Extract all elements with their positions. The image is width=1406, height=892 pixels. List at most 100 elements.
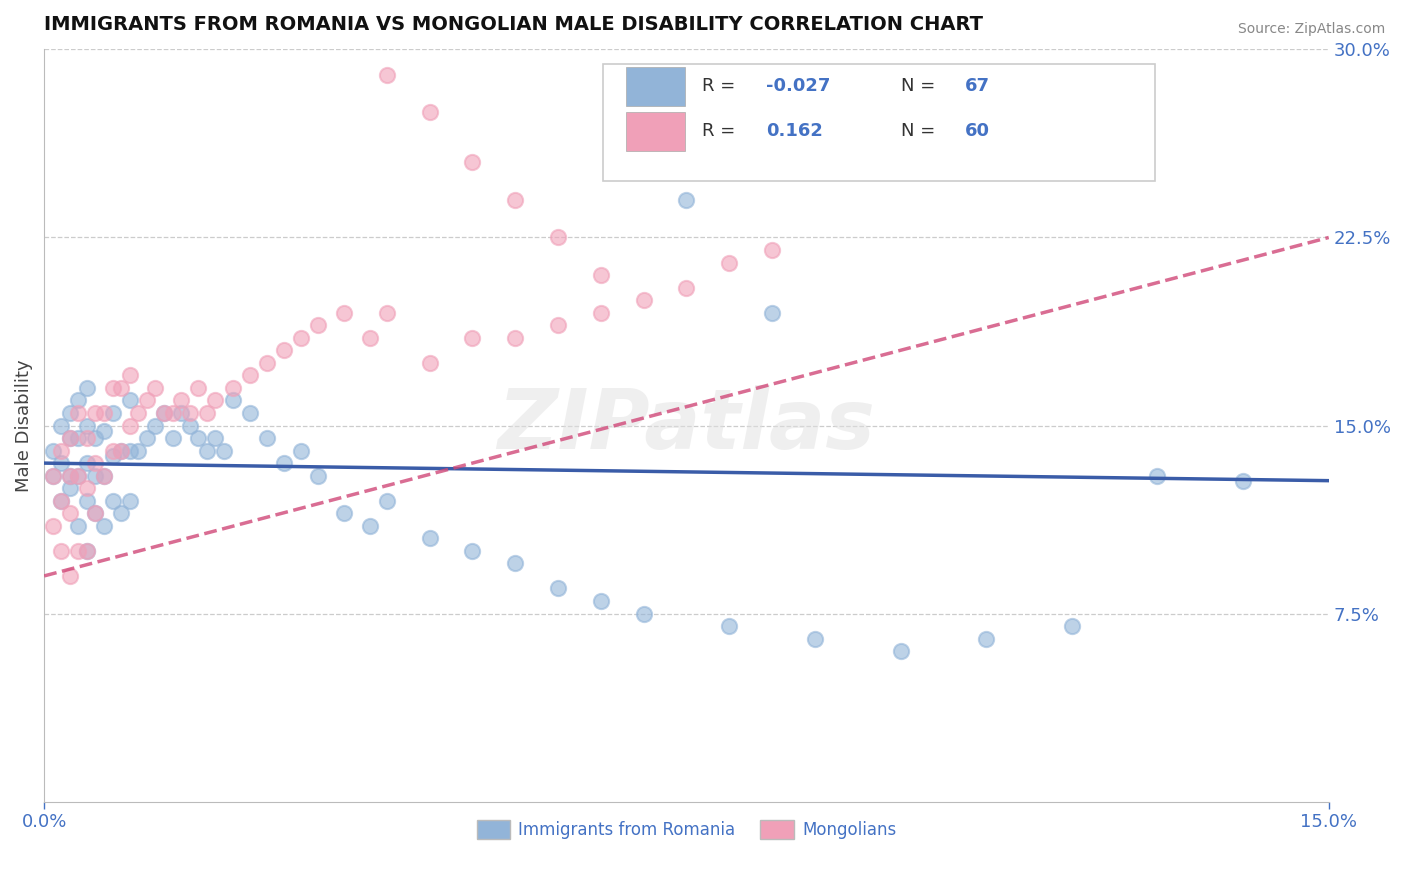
Point: [59, 431, 82, 445]
Point: [256, 431, 278, 445]
Point: [84, 406, 107, 420]
Point: [84, 506, 107, 520]
Point: [418, 532, 440, 546]
Point: [51, 443, 73, 458]
Legend: Immigrants from Romania, Mongolians: Immigrants from Romania, Mongolians: [470, 814, 903, 846]
Point: [101, 493, 124, 508]
Point: [461, 155, 484, 169]
Point: [127, 406, 149, 420]
Point: [67, 518, 90, 533]
Point: [110, 381, 132, 395]
Point: [67, 393, 90, 408]
Point: [273, 343, 295, 358]
Point: [675, 280, 697, 294]
Point: [375, 306, 398, 320]
Point: [145, 381, 167, 395]
Point: [204, 431, 226, 445]
Point: [375, 68, 398, 82]
Point: [170, 406, 193, 420]
Point: [1146, 468, 1168, 483]
Point: [974, 632, 997, 646]
Point: [503, 557, 526, 571]
Point: [110, 443, 132, 458]
Point: [359, 518, 381, 533]
Point: [51, 493, 73, 508]
Point: [41, 468, 63, 483]
Point: [118, 443, 141, 458]
Point: [51, 418, 73, 433]
Point: [195, 406, 218, 420]
Point: [93, 424, 115, 438]
Point: [51, 493, 73, 508]
Point: [59, 506, 82, 520]
Point: [118, 418, 141, 433]
Point: [84, 456, 107, 470]
Point: [84, 431, 107, 445]
Point: [333, 306, 356, 320]
Point: [307, 468, 329, 483]
Point: [59, 468, 82, 483]
Text: 67: 67: [965, 78, 990, 95]
Point: [67, 468, 90, 483]
Point: [93, 518, 115, 533]
Point: [59, 406, 82, 420]
FancyBboxPatch shape: [603, 64, 1156, 181]
Point: [59, 431, 82, 445]
Point: [1232, 474, 1254, 488]
Text: Source: ZipAtlas.com: Source: ZipAtlas.com: [1237, 22, 1385, 37]
Point: [589, 306, 612, 320]
Point: [153, 406, 176, 420]
Point: [461, 331, 484, 345]
Point: [761, 306, 783, 320]
Point: [162, 406, 184, 420]
Point: [118, 368, 141, 383]
Point: [359, 331, 381, 345]
Point: [101, 449, 124, 463]
Text: N =: N =: [901, 78, 941, 95]
Point: [76, 544, 98, 558]
Point: [76, 431, 98, 445]
FancyBboxPatch shape: [626, 67, 685, 106]
Text: R =: R =: [702, 78, 741, 95]
Point: [110, 506, 132, 520]
Point: [633, 293, 655, 307]
Text: ZIPatlas: ZIPatlas: [498, 385, 876, 466]
Point: [503, 193, 526, 207]
Point: [67, 544, 90, 558]
Point: [547, 230, 569, 244]
FancyBboxPatch shape: [626, 112, 685, 151]
Point: [59, 481, 82, 495]
Point: [153, 406, 176, 420]
Point: [461, 544, 484, 558]
Point: [93, 406, 115, 420]
Point: [179, 406, 201, 420]
Point: [503, 331, 526, 345]
Point: [761, 243, 783, 257]
Point: [221, 381, 243, 395]
Point: [675, 193, 697, 207]
Point: [239, 406, 262, 420]
Point: [162, 431, 184, 445]
Point: [1060, 619, 1083, 633]
Point: [633, 607, 655, 621]
Point: [41, 468, 63, 483]
Point: [51, 544, 73, 558]
Point: [101, 381, 124, 395]
Text: -0.027: -0.027: [766, 78, 831, 95]
Point: [333, 506, 356, 520]
Point: [101, 443, 124, 458]
Point: [76, 544, 98, 558]
Y-axis label: Male Disability: Male Disability: [15, 359, 32, 491]
Point: [418, 356, 440, 370]
Point: [135, 431, 157, 445]
Point: [59, 569, 82, 583]
Point: [84, 468, 107, 483]
Point: [290, 443, 312, 458]
Point: [890, 644, 912, 658]
Point: [290, 331, 312, 345]
Point: [76, 493, 98, 508]
Text: 60: 60: [965, 122, 990, 140]
Point: [135, 393, 157, 408]
Point: [127, 443, 149, 458]
Point: [76, 381, 98, 395]
